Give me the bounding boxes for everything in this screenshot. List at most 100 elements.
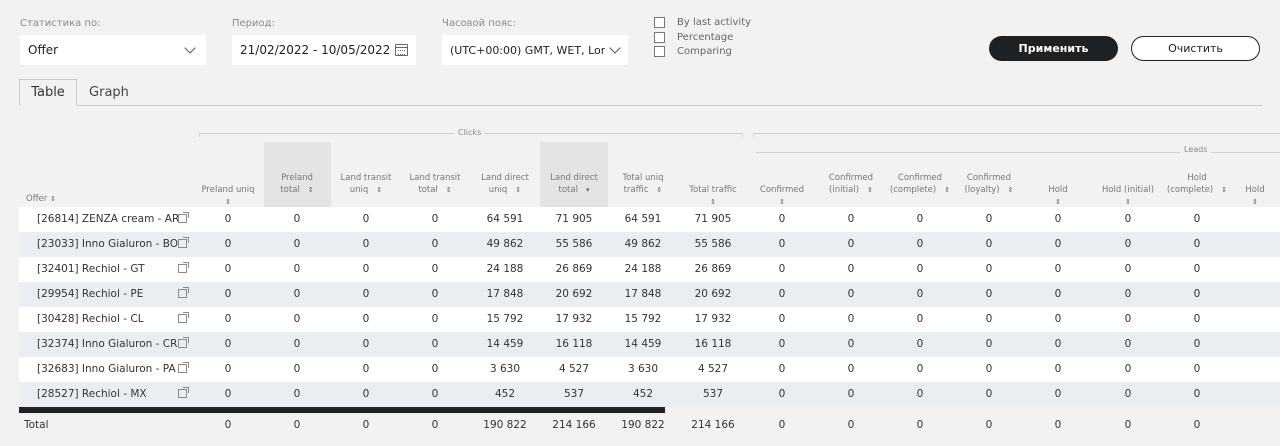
sort-icon[interactable]: ⇕ (445, 186, 452, 194)
external-link-icon[interactable] (178, 387, 189, 398)
table-cell: 0 (293, 388, 301, 400)
checkbox-by-last-activity[interactable]: By last activity (654, 17, 751, 28)
header-column[interactable]: Hold ⇕ (1018, 184, 1098, 208)
table-cell: 0 (1193, 388, 1201, 400)
timezone-select[interactable]: (UTC+00:00) GMT, WET, Lond... (442, 35, 628, 65)
external-link-icon[interactable] (178, 312, 189, 323)
table-cell: 3 630 (489, 363, 521, 375)
total-label: Total (24, 419, 49, 431)
tab-table[interactable]: Table (19, 79, 77, 106)
table-cell: 537 (563, 388, 585, 400)
table-cell: 0 (916, 213, 924, 225)
sort-icon[interactable]: ⇕ (376, 186, 383, 194)
period-picker[interactable]: 21/02/2022 - 10/05/2022 (232, 35, 416, 65)
sort-icon[interactable]: ▾ (585, 186, 590, 194)
table-cell: 0 (1124, 263, 1132, 275)
header-column[interactable]: Total traffic ⇕ (673, 184, 753, 208)
header-column[interactable]: Confirmed (complete) ⇕ (880, 172, 960, 196)
external-link-icon[interactable] (178, 287, 189, 298)
table-cell: 71 905 (555, 213, 593, 225)
checkbox-box[interactable] (654, 17, 665, 28)
sort-icon[interactable]: ⇕ (779, 198, 785, 206)
header-offer[interactable]: Offer ⇕ (26, 193, 56, 205)
sort-icon[interactable]: ⇕ (1007, 186, 1014, 194)
clear-button[interactable]: Очистить (1131, 36, 1260, 61)
table-row[interactable]: [32401] Rechiol - GT 0 0 0 0 24 188 26 869 24 1… (19, 257, 1280, 282)
table-row[interactable]: [32683] Inno Gialuron - PA 0 0 0 0 3 630 4 527… (19, 357, 1280, 382)
leads-group-label: Leads (1180, 145, 1212, 154)
table-row[interactable]: [23033] Inno Gialuron - BO 0 0 0 0 49 862 55 5… (19, 232, 1280, 257)
stats-select[interactable]: Offer (20, 35, 206, 65)
table-cell: 0 (1124, 363, 1132, 375)
table-cell: 0 (1124, 388, 1132, 400)
header-column[interactable]: Land transit total ⇕ (395, 172, 475, 196)
sort-icon[interactable]: ⇕ (710, 198, 716, 206)
table-cell: 0 (1124, 338, 1132, 350)
checkbox-box[interactable] (654, 46, 665, 57)
offer-name[interactable]: [32401] Rechiol - GT (37, 263, 145, 275)
checkbox-comparing[interactable]: Comparing (654, 46, 732, 57)
horizontal-scrollbar[interactable] (19, 407, 665, 413)
external-link-icon[interactable] (178, 262, 189, 273)
sort-icon[interactable]: ⇕ (1125, 198, 1131, 206)
total-cell: 0 (847, 419, 855, 431)
calendar-icon[interactable] (395, 44, 408, 56)
header-column[interactable]: Confirmed ⇕ (742, 184, 822, 208)
header-column[interactable]: Land transit uniq ⇕ (326, 172, 406, 196)
offer-name[interactable]: [32683] Inno Gialuron - PA (37, 363, 176, 375)
sort-icon[interactable]: ⇕ (656, 186, 663, 194)
sort-icon[interactable]: ⇕ (515, 186, 522, 194)
tab-graph[interactable]: Graph (89, 85, 129, 100)
table-cell: 0 (362, 313, 370, 325)
offer-name[interactable]: [29954] Rechiol - PE (37, 288, 144, 300)
table-row[interactable]: [28527] Rechiol - MX 0 0 0 0 452 537 452 537 0 0 0 0… (19, 382, 1280, 407)
offer-name[interactable]: [28527] Rechiol - MX (37, 388, 147, 400)
external-link-icon[interactable] (178, 362, 189, 373)
table-cell: 0 (1054, 363, 1062, 375)
external-link-icon[interactable] (178, 237, 189, 248)
header-column[interactable]: Hold (initial) ⇕ (1088, 184, 1168, 208)
header-column[interactable]: Preland uniq ⇕ (188, 184, 268, 208)
table-cell: 0 (1054, 238, 1062, 250)
sort-icon[interactable]: ⇕ (867, 186, 873, 194)
sort-icon[interactable]: ⇕ (49, 195, 56, 203)
table-cell: 0 (224, 338, 232, 350)
table-cell: 15 792 (486, 313, 524, 325)
header-column[interactable]: Hold ⇕ (1215, 184, 1280, 208)
header-column[interactable]: Confirmed (loyalty) ⇕ (949, 172, 1029, 196)
sort-icon[interactable]: ⇕ (225, 198, 231, 206)
sort-icon[interactable]: ⇕ (307, 186, 314, 194)
table-row[interactable]: [30428] Rechiol - CL 0 0 0 0 15 792 17 932 15 7… (19, 307, 1280, 332)
header-column-label: uniq ⇕ (488, 185, 522, 195)
external-link-icon[interactable] (178, 212, 189, 223)
apply-button[interactable]: Применить (989, 36, 1118, 61)
header-column[interactable]: Preland total ⇕ (257, 172, 337, 196)
header-column[interactable]: Hold (complete) ⇕ (1157, 172, 1237, 196)
external-link-icon[interactable] (178, 337, 189, 348)
sort-icon[interactable]: ⇕ (1252, 198, 1258, 206)
header-column[interactable]: Total uniq traffic ⇕ (603, 172, 683, 196)
table-cell: 0 (847, 313, 855, 325)
checkbox-percentage[interactable]: Percentage (654, 32, 733, 43)
sort-icon[interactable]: ⇕ (1221, 186, 1228, 194)
table-row[interactable]: [32374] Inno Gialuron - CR 0 0 0 0 14 459 16 1… (19, 332, 1280, 357)
offer-name[interactable]: [23033] Inno Gialuron - BO (37, 238, 179, 250)
table-cell: 0 (1054, 388, 1062, 400)
table-row[interactable]: [26814] ZENZA cream - AR 0 0 0 0 64 591 71 905… (19, 207, 1280, 232)
offer-name[interactable]: [30428] Rechiol - CL (37, 313, 144, 325)
table-cell: 0 (293, 363, 301, 375)
offer-name[interactable]: [26814] ZENZA cream - AR (37, 213, 180, 225)
checkbox-box[interactable] (654, 32, 665, 43)
header-column[interactable]: Land direct uniq ⇕ (465, 172, 545, 196)
table-cell: 0 (1193, 263, 1201, 275)
table-row[interactable]: [29954] Rechiol - PE 0 0 0 0 17 848 20 692 17 8… (19, 282, 1280, 307)
table-cell: 49 862 (486, 238, 524, 250)
header-column[interactable]: Confirmed (initial) ⇕ (811, 172, 891, 196)
sort-icon[interactable]: ⇕ (944, 186, 951, 194)
header-column[interactable]: Land direct total ▾ (534, 172, 614, 196)
total-cell: 214 166 (691, 419, 735, 431)
sort-icon[interactable]: ⇕ (1055, 198, 1061, 206)
header-column-label: (loyalty) ⇕ (964, 185, 1014, 195)
offer-name[interactable]: [32374] Inno Gialuron - CR (37, 338, 178, 350)
table-cell: 0 (847, 363, 855, 375)
